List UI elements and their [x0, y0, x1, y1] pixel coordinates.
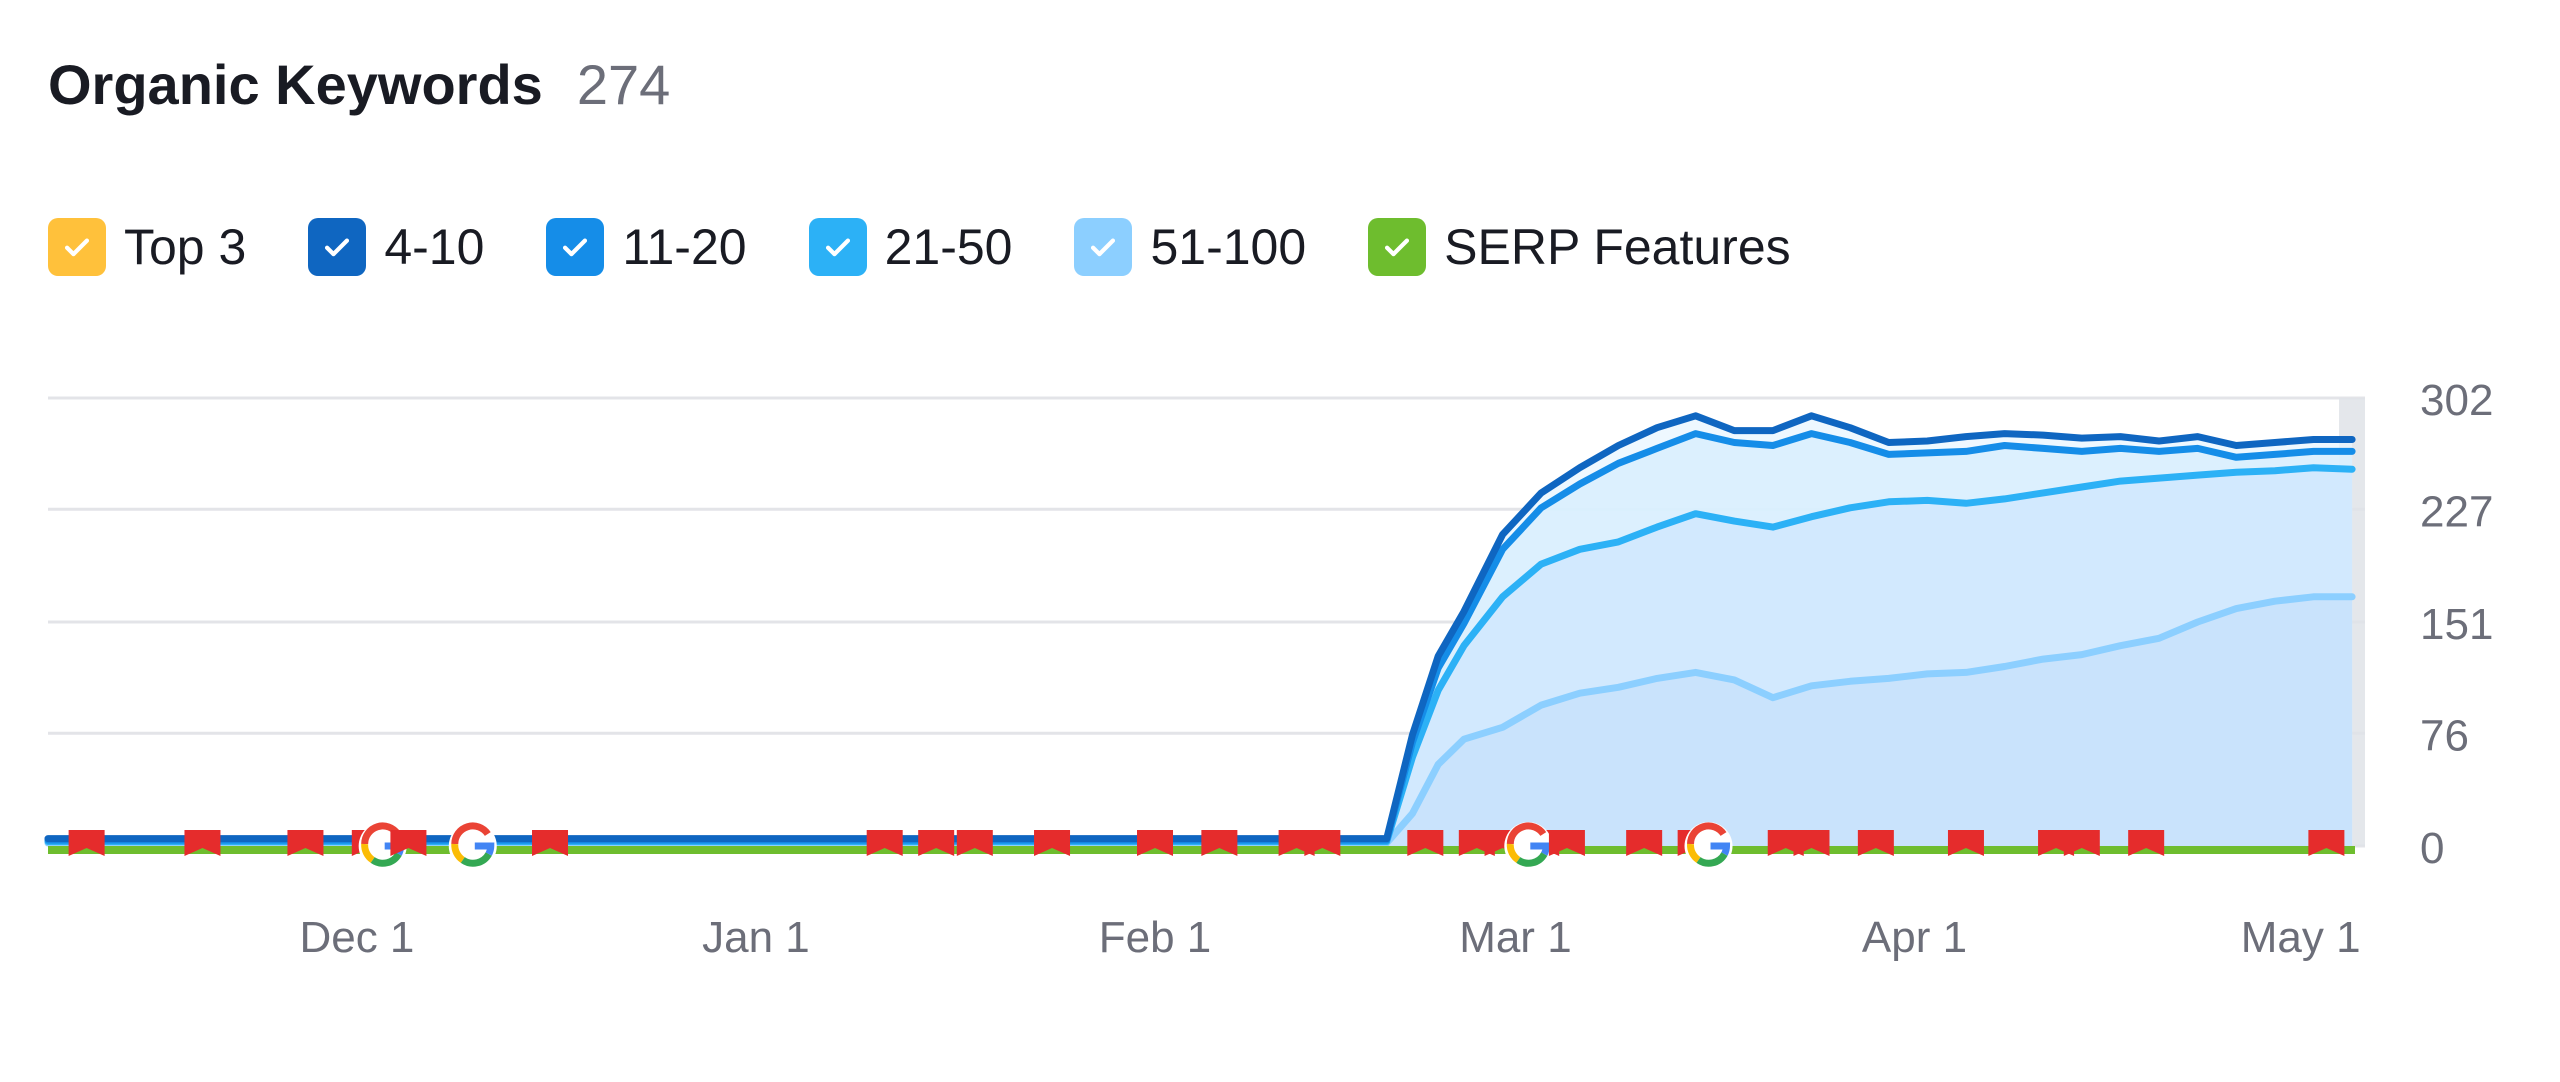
x-tick-label: Jan 1: [702, 913, 810, 962]
flag-icon: [390, 830, 427, 856]
y-tick-label: 0: [2420, 824, 2444, 873]
flag-icon: [1407, 830, 1444, 856]
x-tick-label: Apr 1: [1862, 913, 1967, 962]
checkbox-icon[interactable]: [808, 218, 867, 276]
series-line-51-100: [44, 593, 2356, 847]
flag-icon: [1137, 830, 1174, 856]
widget-title: Organic Keywords: [48, 53, 543, 116]
legend-label: 21-50: [884, 219, 1013, 275]
flag-icon: [2063, 830, 2100, 856]
y-tick-label: 151: [2420, 600, 2493, 649]
legend-21-50-toggle[interactable]: 21-50: [808, 218, 1013, 276]
y-tick-label: 76: [2420, 711, 2469, 760]
legend-serp-features-toggle[interactable]: SERP Features: [1368, 218, 1791, 276]
checkbox-icon[interactable]: [308, 218, 367, 276]
flag-icon: [1793, 830, 1830, 856]
legend-label: SERP Features: [1444, 219, 1791, 275]
checkbox-icon[interactable]: [1074, 218, 1133, 276]
flag-icon: [2308, 830, 2345, 856]
legend-51-100-toggle[interactable]: 51-100: [1074, 218, 1306, 276]
flag-icon: [1947, 830, 1984, 856]
series-line-21-50: [44, 464, 2356, 845]
series-line-4-10: [44, 412, 2356, 843]
google-icon: [1684, 822, 1733, 870]
y-tick-label: 302: [2420, 376, 2493, 425]
legend: Top 3 4-10 11-20 21-50 51-100 SERP Featu…: [48, 218, 1791, 276]
flag-icon: [184, 830, 221, 856]
flag-icon: [1548, 830, 1585, 856]
flag-icon: [1626, 830, 1663, 856]
checkbox-icon[interactable]: [48, 218, 106, 276]
keyword-count: 274: [576, 53, 671, 116]
flag-icon: [866, 830, 903, 856]
legend-label: 4-10: [384, 219, 485, 275]
flag-icon: [1304, 830, 1341, 856]
legend-top-3-toggle[interactable]: Top 3: [48, 218, 246, 276]
series-line-11-20: [44, 430, 2356, 844]
x-tick-label: Dec 1: [299, 913, 414, 962]
legend-4-10-toggle[interactable]: 4-10: [308, 218, 484, 276]
flag-icon: [287, 830, 324, 856]
x-tick-label: May 1: [2241, 913, 2361, 962]
legend-11-20-toggle[interactable]: 11-20: [546, 218, 747, 276]
flag-icon: [1034, 830, 1071, 856]
flag-icon: [918, 830, 955, 856]
checkbox-icon[interactable]: [546, 218, 605, 276]
google-icon: [448, 822, 497, 870]
y-tick-label: 227: [2420, 487, 2493, 536]
x-tick-label: Mar 1: [1459, 913, 1571, 962]
flag-icon: [956, 830, 993, 856]
google-icon: [1504, 822, 1553, 870]
checkbox-icon[interactable]: [1368, 218, 1427, 276]
legend-label: 51-100: [1150, 219, 1307, 275]
x-tick-label: Feb 1: [1099, 913, 1212, 962]
flag-icon: [68, 830, 105, 856]
widget-header: Organic Keywords 274: [48, 52, 670, 117]
flag-icon: [2128, 830, 2165, 856]
flag-icon: [1201, 830, 1238, 856]
legend-label: 11-20: [622, 219, 747, 275]
area-51-100: [48, 596, 2353, 846]
flag-icon: [532, 830, 569, 856]
flag-icon: [1857, 830, 1894, 856]
legend-label: Top 3: [124, 219, 247, 275]
